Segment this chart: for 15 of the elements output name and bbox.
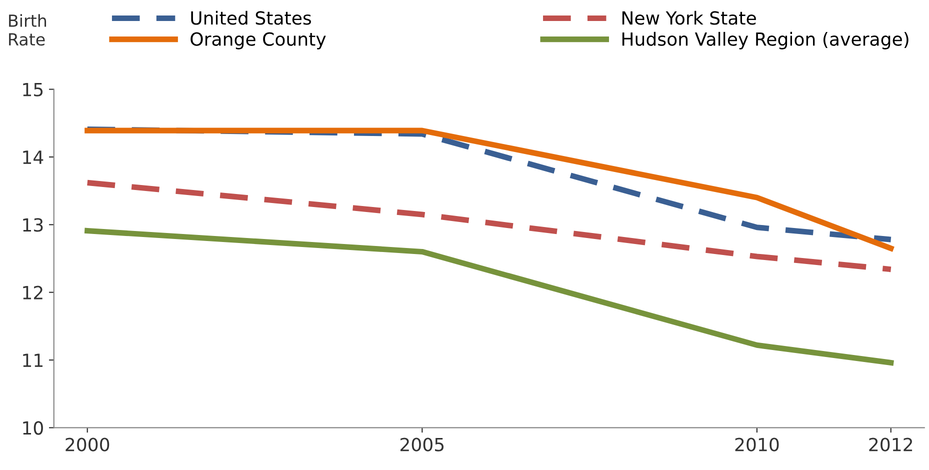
y-tick-label: 14	[23, 150, 44, 164]
x-tick-label: 2010	[735, 438, 779, 452]
legend-label: Orange County	[190, 32, 326, 50]
legend-label: United States	[191, 10, 311, 25]
y-tick-label: 11	[23, 354, 42, 367]
y-tick-label: 10	[23, 421, 43, 435]
y-axis-title: Birth Rate	[9, 14, 46, 46]
y-tick-label: 13	[23, 218, 43, 232]
y-tick-label: 15	[23, 82, 43, 96]
legend-label: Hudson Valley Region (average)	[622, 32, 908, 50]
x-tick-label: 2000	[66, 438, 110, 452]
y-tick-label: 12	[23, 286, 42, 300]
x-tick-label: 2005	[400, 438, 444, 452]
x-tick-label: 2012	[869, 438, 912, 452]
legend-label: New York State	[622, 10, 756, 25]
